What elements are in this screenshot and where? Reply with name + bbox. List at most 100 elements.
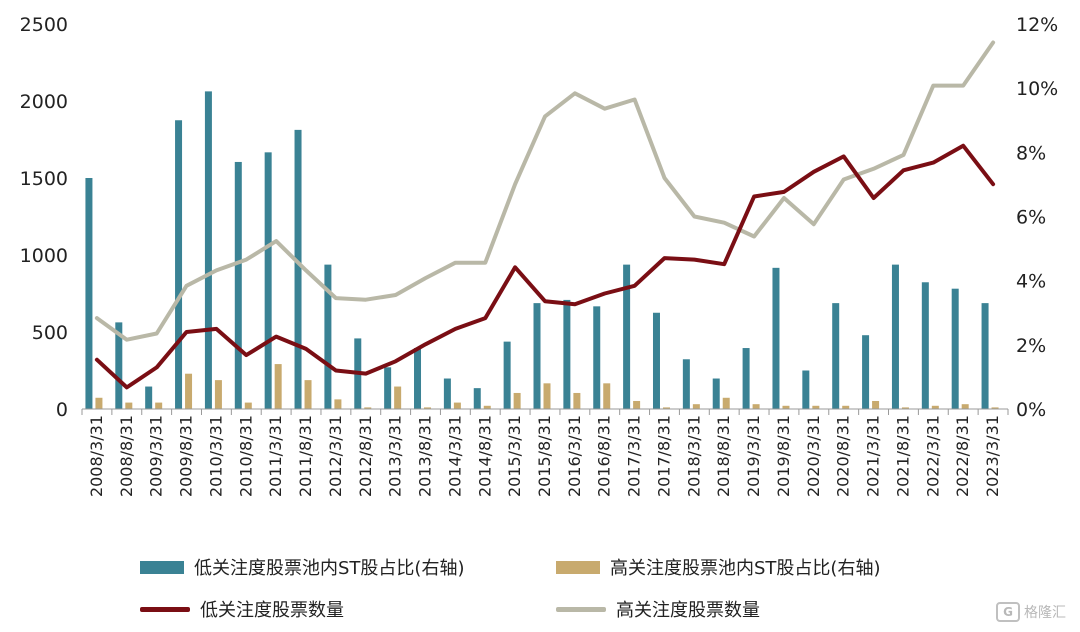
bar-low-pct — [891, 264, 899, 409]
bar-low-pct — [563, 299, 571, 409]
bar-high-pct — [573, 392, 581, 409]
bar-low-pct — [772, 267, 780, 409]
bar-low-pct — [294, 129, 302, 409]
bar-low-pct — [533, 303, 541, 409]
bar-low-pct — [473, 388, 481, 409]
left-y-axis: 0 500 1000 1500 2000 2500 — [20, 14, 68, 421]
bar-high-pct — [185, 373, 193, 409]
bar-high-pct — [95, 397, 103, 409]
x-tick-label: 2009/3/31 — [147, 415, 166, 497]
y-right-tick-label: 10% — [1016, 78, 1058, 100]
bar-high-pct — [453, 402, 461, 409]
x-tick-label: 2009/8/31 — [177, 415, 196, 497]
x-tick-label: 2011/8/31 — [296, 415, 315, 497]
x-tick-label: 2013/3/31 — [386, 415, 405, 497]
watermark-logo-icon: G — [996, 602, 1020, 622]
x-tick-label: 2022/3/31 — [923, 415, 942, 497]
legend-label-low-count: 低关注度股票数量 — [200, 600, 344, 621]
x-axis: 2008/3/31 2008/8/31 2009/3/31 2009/8/31 2010… — [81, 409, 1009, 497]
bar-high-pct — [364, 407, 372, 409]
bar-high-pct — [334, 399, 342, 409]
bar-low-pct — [204, 91, 212, 409]
bar-high-pct — [872, 400, 880, 409]
bar-high-pct — [931, 405, 939, 409]
line-series — [94, 40, 996, 390]
bar-high-pct — [483, 405, 491, 409]
x-tick-label: 2018/8/31 — [714, 415, 733, 497]
bar-low-pct — [832, 303, 840, 409]
bar-low-pct — [175, 120, 183, 409]
bar-low-pct — [593, 306, 601, 409]
bar-low-pct — [324, 264, 332, 409]
legend-item-low-pct: 低关注度股票池内ST股占比(右轴) — [140, 554, 464, 580]
legend-swatch-high-count — [556, 606, 606, 612]
y-left-tick-label: 1000 — [20, 245, 68, 267]
watermark: G 格隆汇 — [996, 602, 1066, 622]
x-tick-label: 2015/3/31 — [505, 415, 524, 497]
x-tick-label: 2008/3/31 — [87, 415, 106, 497]
bar-low-pct — [115, 322, 123, 409]
bar-high-pct — [424, 407, 432, 409]
bar-low-pct — [234, 161, 242, 409]
bar-high-pct — [125, 402, 133, 409]
x-tick-label: 2012/3/31 — [326, 415, 345, 497]
watermark-text: 格隆汇 — [1024, 605, 1066, 621]
x-tick-label: 2020/3/31 — [804, 415, 823, 497]
bar-high-pct — [513, 392, 521, 409]
x-tick-label: 2021/3/31 — [864, 415, 883, 497]
legend-swatch-low-count — [140, 606, 190, 612]
bar-high-pct — [842, 405, 850, 409]
legend-item-low-count: 低关注度股票数量 — [140, 596, 344, 622]
y-left-tick-label: 2000 — [20, 91, 68, 113]
line-low-count — [94, 143, 996, 390]
bar-low-pct — [951, 288, 959, 409]
legend-swatch-low-pct — [140, 560, 184, 574]
bar-high-pct — [782, 405, 790, 409]
bar-low-pct — [921, 282, 929, 409]
bar-series — [85, 91, 999, 410]
bar-high-pct — [812, 405, 820, 409]
bar-low-pct — [712, 378, 720, 409]
bar-low-pct — [682, 359, 690, 409]
x-tick-label: 2011/3/31 — [266, 415, 285, 497]
x-tick-label: 2008/8/31 — [117, 415, 136, 497]
bar-high-pct — [633, 400, 641, 409]
y-left-tick-label: 2500 — [20, 14, 68, 36]
x-tick-label: 2023/3/31 — [983, 415, 1002, 497]
bar-low-pct — [802, 370, 810, 409]
x-tick-label: 2019/3/31 — [744, 415, 763, 497]
bar-high-pct — [692, 404, 700, 409]
x-tick-label: 2012/8/31 — [356, 415, 375, 497]
bar-low-pct — [862, 335, 870, 409]
bar-low-pct — [652, 312, 660, 409]
bar-high-pct — [244, 402, 252, 409]
legend-item-high-pct: 高关注度股票池内ST股占比(右轴) — [556, 554, 880, 580]
bar-high-pct — [901, 407, 909, 409]
bar-high-pct — [155, 402, 163, 409]
y-right-tick-label: 0% — [1016, 399, 1046, 421]
bar-low-pct — [503, 341, 511, 409]
x-tick-label: 2022/8/31 — [953, 415, 972, 497]
bar-low-pct — [742, 348, 750, 409]
bar-high-pct — [394, 386, 402, 409]
bar-high-pct — [722, 397, 730, 409]
bar-high-pct — [304, 380, 312, 409]
bar-high-pct — [752, 404, 760, 409]
x-tick-label: 2019/8/31 — [774, 415, 793, 497]
y-left-tick-label: 0 — [56, 399, 68, 421]
x-tick-label: 2014/3/31 — [445, 415, 464, 497]
line-high-count — [94, 40, 996, 342]
bar-high-pct — [214, 380, 222, 409]
x-tick-label: 2014/8/31 — [475, 415, 494, 497]
x-tick-label: 2010/8/31 — [236, 415, 255, 497]
x-tick-label: 2021/8/31 — [893, 415, 912, 497]
bar-low-pct — [414, 348, 422, 409]
x-tick-label: 2016/8/31 — [595, 415, 614, 497]
x-tick-label: 2015/8/31 — [535, 415, 554, 497]
bar-high-pct — [603, 383, 611, 409]
bar-low-pct — [443, 378, 451, 409]
bar-low-pct — [145, 386, 153, 409]
y-right-tick-label: 12% — [1016, 14, 1058, 36]
bar-high-pct — [991, 407, 999, 409]
right-y-axis: 0% 2% 4% 6% 8% 10% 12% — [1016, 14, 1058, 421]
